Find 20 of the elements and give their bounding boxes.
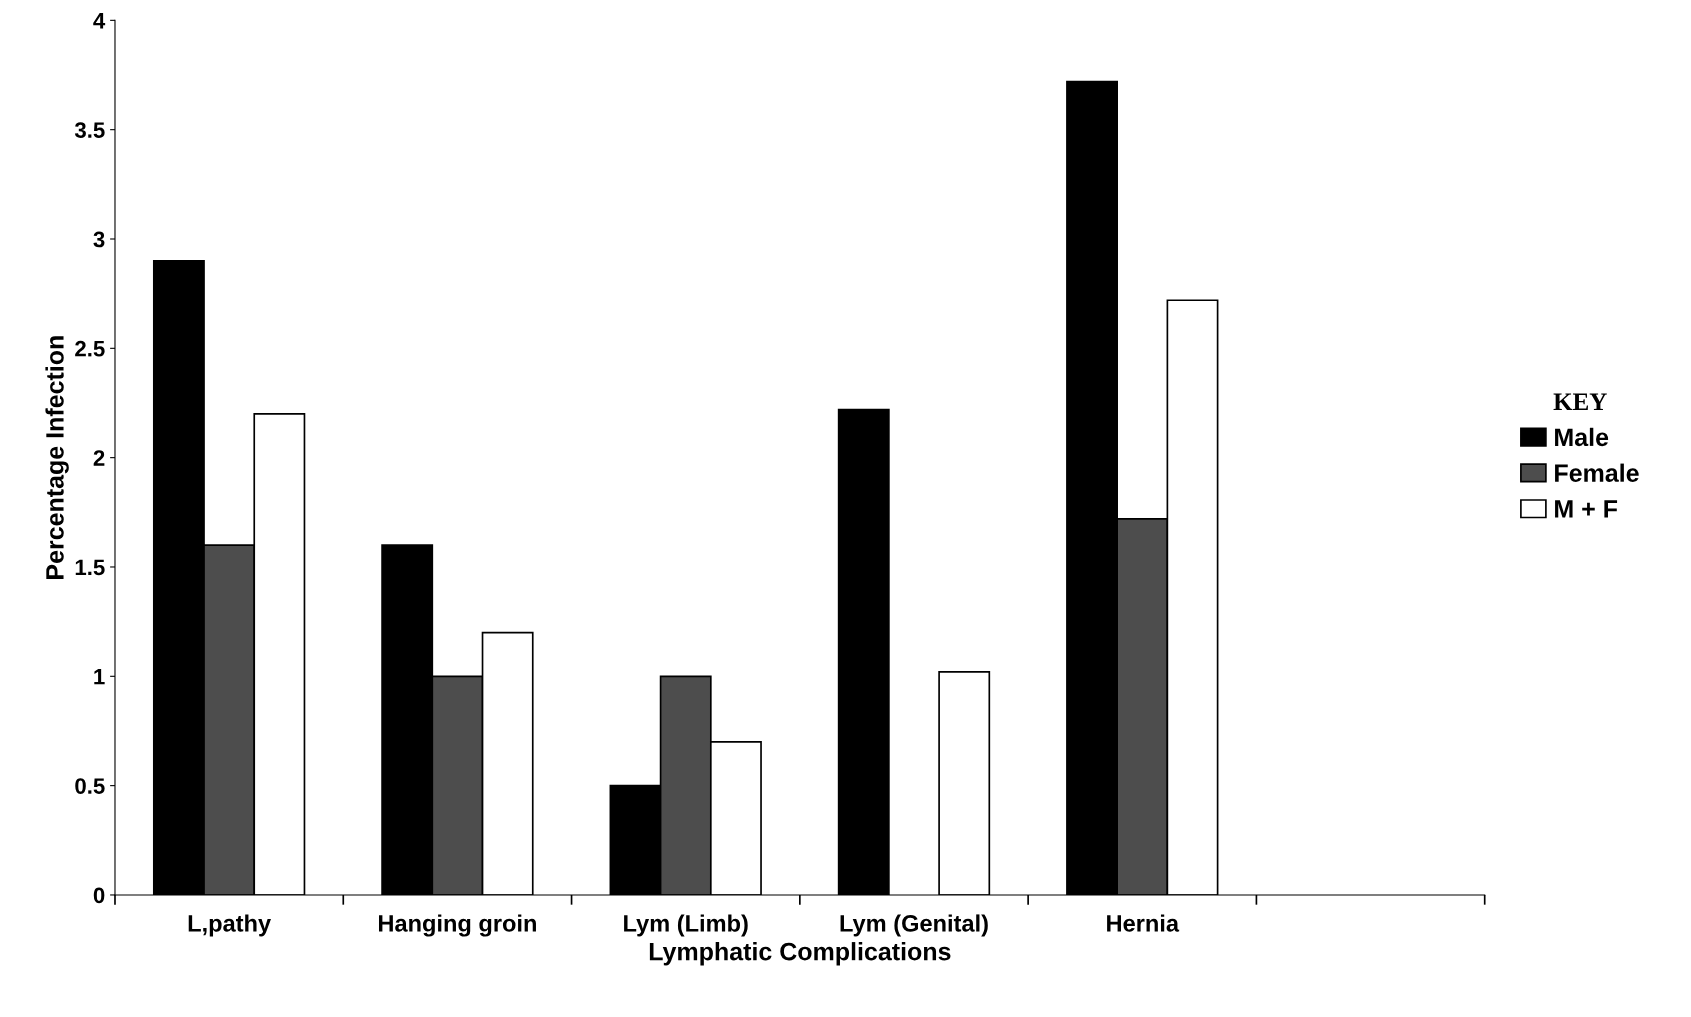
y-tick-label: 0 (93, 887, 105, 904)
x-tick-label: Lym (Limb) (624, 914, 748, 937)
y-tick-label: 1 (94, 669, 105, 685)
y-axis-title: Percentage Infection (45, 336, 69, 579)
y-tick-label: 4 (93, 13, 106, 29)
legend-label: Male (1555, 427, 1609, 447)
y-tick-label: 2.5 (75, 340, 105, 357)
y-tick-label: 3.5 (74, 122, 105, 138)
y-tick-label: 0.5 (75, 778, 105, 794)
x-tick-label: L,pathy (188, 914, 271, 937)
x-tick-label: Hanging groin (379, 914, 536, 937)
legend-label: Female (1555, 463, 1639, 482)
legend-label: M + F (1555, 500, 1618, 518)
x-tick-label: Hernia (1107, 914, 1180, 932)
x-axis-title: Lymphatic Complications (649, 942, 951, 966)
x-tick-label: Lym (Genital) (840, 914, 988, 937)
y-tick-label: 3 (93, 231, 105, 248)
y-tick-label: 1.5 (75, 559, 105, 576)
legend-title: KEY (1553, 393, 1607, 410)
y-tick-label: 2 (93, 450, 105, 466)
